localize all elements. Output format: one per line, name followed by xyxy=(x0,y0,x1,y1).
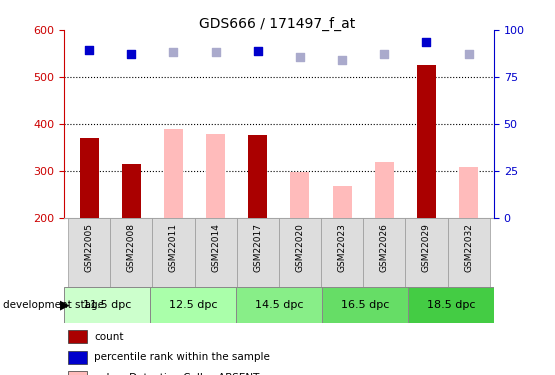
Point xyxy=(337,57,346,63)
Point xyxy=(127,51,136,57)
Bar xyxy=(405,217,447,287)
Text: GSM22026: GSM22026 xyxy=(380,223,389,272)
Text: GSM22017: GSM22017 xyxy=(253,223,263,272)
Point xyxy=(254,48,263,54)
Text: GSM22023: GSM22023 xyxy=(337,223,347,272)
Bar xyxy=(321,217,363,287)
Point xyxy=(380,51,388,57)
Bar xyxy=(153,217,195,287)
Text: GSM22020: GSM22020 xyxy=(295,223,305,272)
Text: count: count xyxy=(94,332,123,342)
Bar xyxy=(64,287,150,322)
Bar xyxy=(206,134,225,218)
Bar xyxy=(236,287,322,322)
Text: GDS666 / 171497_f_at: GDS666 / 171497_f_at xyxy=(199,17,356,31)
Text: value, Detection Call = ABSENT: value, Detection Call = ABSENT xyxy=(94,373,259,375)
Text: GSM22029: GSM22029 xyxy=(422,223,431,272)
Text: GSM22011: GSM22011 xyxy=(169,223,178,272)
Bar xyxy=(150,287,236,322)
Text: GSM22014: GSM22014 xyxy=(211,223,220,272)
Text: ▶: ▶ xyxy=(60,298,69,311)
Bar xyxy=(363,217,405,287)
Bar xyxy=(322,287,408,322)
Point xyxy=(169,49,178,55)
Text: 18.5 dpc: 18.5 dpc xyxy=(427,300,475,310)
Bar xyxy=(408,287,494,322)
Text: GSM22032: GSM22032 xyxy=(464,223,473,272)
Bar xyxy=(459,167,478,218)
Bar xyxy=(122,164,141,218)
Point xyxy=(85,47,94,53)
Bar xyxy=(164,129,183,218)
Bar xyxy=(375,162,394,218)
Bar xyxy=(248,135,268,218)
Bar xyxy=(195,217,237,287)
Bar xyxy=(110,217,153,287)
Bar xyxy=(279,217,321,287)
Bar xyxy=(68,217,110,287)
Text: development stage: development stage xyxy=(3,300,104,310)
Bar xyxy=(68,351,88,364)
Text: 12.5 dpc: 12.5 dpc xyxy=(169,300,217,310)
Text: 14.5 dpc: 14.5 dpc xyxy=(255,300,303,310)
Point xyxy=(422,39,431,45)
Bar xyxy=(290,172,310,217)
Text: percentile rank within the sample: percentile rank within the sample xyxy=(94,352,270,362)
Point xyxy=(295,54,304,60)
Text: GSM22008: GSM22008 xyxy=(127,223,136,272)
Text: 16.5 dpc: 16.5 dpc xyxy=(341,300,389,310)
Bar xyxy=(68,330,88,343)
Text: GSM22005: GSM22005 xyxy=(84,223,94,272)
Point xyxy=(464,51,473,57)
Bar xyxy=(417,65,436,218)
Bar xyxy=(332,186,352,218)
Text: 11.5 dpc: 11.5 dpc xyxy=(83,300,131,310)
Bar xyxy=(447,217,490,287)
Bar xyxy=(79,138,99,218)
Point xyxy=(211,49,220,55)
Bar xyxy=(237,217,279,287)
Bar xyxy=(68,371,88,375)
